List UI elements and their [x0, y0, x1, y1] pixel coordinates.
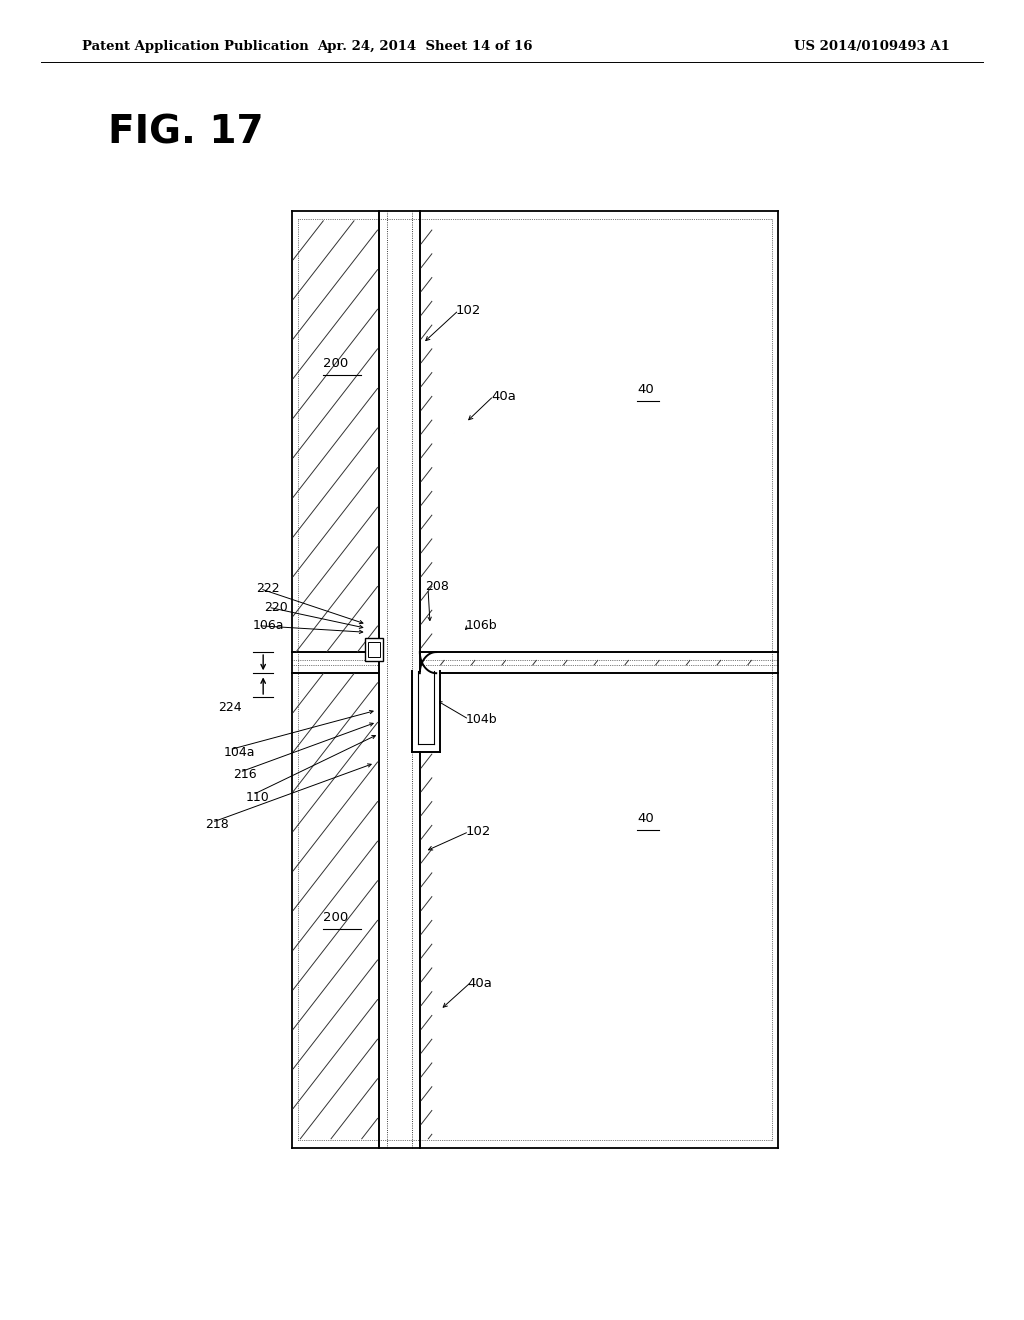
- Text: US 2014/0109493 A1: US 2014/0109493 A1: [794, 40, 949, 53]
- Bar: [413, 672, 439, 751]
- Text: 40: 40: [637, 812, 653, 825]
- Bar: [368, 642, 380, 657]
- Text: 106b: 106b: [466, 619, 498, 632]
- Text: 216: 216: [233, 768, 257, 781]
- Text: 102: 102: [466, 825, 492, 838]
- Text: 222: 222: [256, 582, 280, 595]
- Text: 104a: 104a: [223, 746, 255, 759]
- Text: Apr. 24, 2014  Sheet 14 of 16: Apr. 24, 2014 Sheet 14 of 16: [317, 40, 532, 53]
- Text: 40a: 40a: [492, 389, 516, 403]
- Text: FIG. 17: FIG. 17: [108, 114, 263, 150]
- FancyBboxPatch shape: [365, 638, 383, 661]
- Text: 218: 218: [205, 818, 228, 832]
- Text: 102: 102: [456, 304, 481, 317]
- Text: 220: 220: [264, 601, 288, 614]
- Text: 224: 224: [218, 701, 242, 714]
- Text: 200: 200: [323, 911, 348, 924]
- Text: 208: 208: [425, 579, 449, 593]
- Text: 200: 200: [323, 356, 348, 370]
- Text: 40: 40: [637, 383, 653, 396]
- Text: Patent Application Publication: Patent Application Publication: [82, 40, 308, 53]
- Text: 104b: 104b: [466, 713, 498, 726]
- Text: 110: 110: [246, 791, 269, 804]
- Text: 40a: 40a: [467, 977, 492, 990]
- Text: 106a: 106a: [253, 619, 285, 632]
